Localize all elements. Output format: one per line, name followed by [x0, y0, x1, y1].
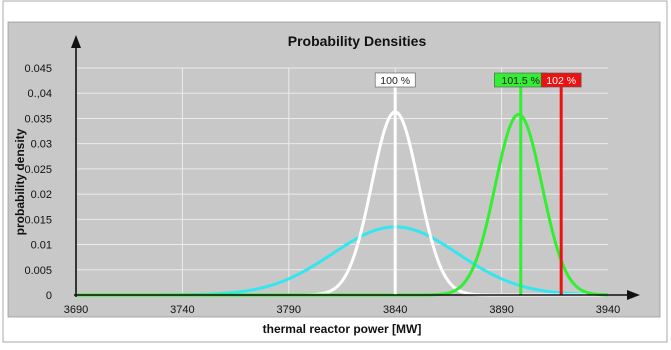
y-tick-label: 0.03 [31, 139, 52, 151]
x-tick-label: 3890 [489, 304, 513, 316]
x-axis-arrow [627, 290, 640, 300]
x-tick-label: 3690 [64, 304, 88, 316]
axes [71, 35, 640, 300]
y-tick-label: 0.02 [31, 189, 52, 201]
x-tick-label: 3840 [383, 304, 407, 316]
marker-label-2: 101.5 % [501, 75, 540, 87]
tick-labels: 0 0.005 0.01 0.015 0.02 0.025 0.03 0.035 0.,04 0.… [24, 63, 620, 316]
y-tick-label: 0.015 [24, 214, 52, 226]
plot-background [7, 21, 661, 318]
marker-label-1: 100 % [380, 75, 410, 87]
y-axis-label: probability density [13, 128, 27, 235]
y-tick-label: 0.01 [31, 240, 52, 252]
y-tick-label: 0.035 [24, 113, 52, 125]
y-tick-label: 0.025 [24, 164, 52, 176]
marker-label-3: 102 % [546, 75, 576, 87]
x-tick-label: 3740 [170, 304, 194, 316]
y-tick-label: 0.,04 [28, 88, 52, 100]
y-tick-label: 0.005 [24, 265, 52, 277]
x-axis-label: thermal reactor power [MW] [263, 322, 422, 336]
y-axis-arrow [71, 35, 81, 48]
marker-label-box-1 [374, 72, 416, 88]
percentage-markers: 100 % 101.5 % 102 % [374, 72, 582, 295]
x-tick-label: 3940 [596, 304, 620, 316]
marker-label-box-3 [540, 72, 582, 88]
x-tick-label: 3790 [277, 304, 301, 316]
chart-title: Probability Densities [288, 33, 427, 49]
y-tick-label: 0 [46, 290, 52, 302]
y-tick-label: 0.045 [24, 63, 52, 75]
outer-frame [2, 0, 668, 343]
